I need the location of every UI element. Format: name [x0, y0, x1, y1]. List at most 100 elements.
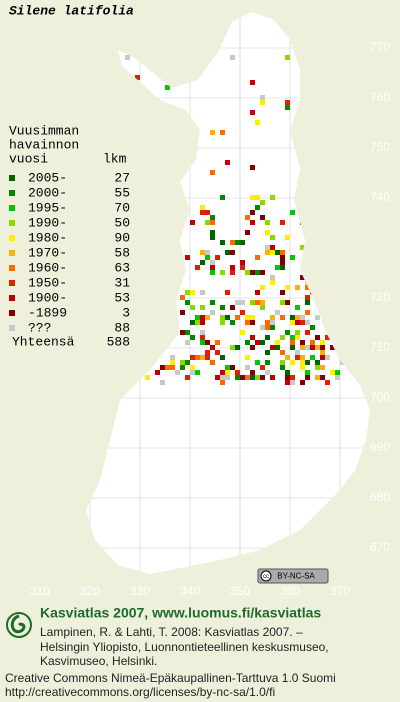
observation-dot: [250, 345, 255, 350]
observation-dot: [245, 355, 250, 360]
observation-dot: [260, 270, 265, 275]
observation-dot: [315, 335, 320, 340]
observation-dot: [225, 365, 230, 370]
observation-dot: [280, 220, 285, 225]
legend-count: 63: [114, 260, 130, 275]
observation-dot: [300, 360, 305, 365]
legend-label: ???: [28, 320, 51, 335]
observation-dot: [200, 305, 205, 310]
observation-dot: [260, 200, 265, 205]
observation-dot: [260, 215, 265, 220]
x-tick-label: 350: [230, 584, 250, 598]
observation-dot: [305, 310, 310, 315]
license-badge: cc BY-NC-SA: [257, 568, 329, 584]
observation-dot: [250, 335, 255, 340]
observation-dot: [260, 340, 265, 345]
y-tick-label: 740: [370, 190, 390, 204]
observation-dot: [320, 375, 325, 380]
observation-dot: [225, 250, 230, 255]
observation-dot: [325, 335, 330, 340]
observation-dot: [260, 300, 265, 305]
observation-dot: [315, 360, 320, 365]
observation-dot: [250, 375, 255, 380]
observation-dot: [270, 245, 275, 250]
observation-dot: [290, 210, 295, 215]
observation-dot: [260, 285, 265, 290]
legend-count: 27: [114, 170, 130, 185]
observation-dot: [170, 355, 175, 360]
legend-swatch: [9, 190, 15, 196]
observation-dot: [220, 270, 225, 275]
observation-dot: [175, 370, 180, 375]
observation-dot: [255, 340, 260, 345]
observation-dot: [315, 345, 320, 350]
y-tick-label: 690: [370, 440, 390, 454]
legend-swatch: [9, 235, 15, 241]
observation-dot: [310, 325, 315, 330]
y-tick-label: 700: [370, 390, 390, 404]
observation-dot: [200, 260, 205, 265]
observation-dot: [240, 300, 245, 305]
legend-count: 31: [114, 275, 130, 290]
observation-dot: [200, 320, 205, 325]
y-tick-label: 750: [370, 140, 390, 154]
observation-dot: [135, 75, 140, 80]
legend-label: 1990-: [28, 215, 67, 230]
legend-count: 88: [114, 320, 130, 335]
observation-dot: [220, 380, 225, 385]
x-tick-label: 340: [180, 584, 200, 598]
observation-dot: [250, 300, 255, 305]
observation-dot: [290, 255, 295, 260]
observation-dot: [195, 355, 200, 360]
observation-dot: [180, 360, 185, 365]
legend-swatch: [9, 175, 15, 181]
legend-label: 1960-: [28, 260, 67, 275]
observation-dot: [180, 295, 185, 300]
observation-dot: [250, 315, 255, 320]
observation-dot: [295, 335, 300, 340]
observation-dot: [330, 345, 335, 350]
observation-dot: [200, 205, 205, 210]
observation-dot: [205, 350, 210, 355]
observation-dot: [285, 370, 290, 375]
observation-dot: [200, 210, 205, 215]
observation-dot: [280, 290, 285, 295]
observation-dot: [185, 255, 190, 260]
observation-dot: [185, 300, 190, 305]
observation-dot: [265, 220, 270, 225]
observation-dot: [295, 315, 300, 320]
observation-dot: [270, 195, 275, 200]
observation-dot: [265, 335, 270, 340]
legend-swatch: [9, 220, 15, 226]
observation-dot: [220, 355, 225, 360]
observation-dot: [325, 380, 330, 385]
observation-dot: [180, 365, 185, 370]
observation-dot: [230, 265, 235, 270]
observation-dot: [305, 295, 310, 300]
observation-dot: [200, 250, 205, 255]
observation-dot: [290, 315, 295, 320]
observation-dot: [180, 330, 185, 335]
observation-dot: [325, 355, 330, 360]
observation-dot: [260, 95, 265, 100]
observation-dot: [235, 375, 240, 380]
y-tick-label: 670: [370, 540, 390, 554]
observation-dot: [245, 365, 250, 370]
observation-dot: [320, 365, 325, 370]
observation-dot: [240, 310, 245, 315]
observation-dot: [265, 245, 270, 250]
observation-dot: [190, 305, 195, 310]
observation-dot: [320, 350, 325, 355]
observation-dot: [255, 290, 260, 295]
observation-dot: [235, 240, 240, 245]
observation-dot: [190, 365, 195, 370]
observation-dot: [245, 320, 250, 325]
observation-dot: [280, 315, 285, 320]
observation-dot: [305, 375, 310, 380]
observation-dot: [300, 320, 305, 325]
observation-dot: [275, 340, 280, 345]
observation-dot: [230, 365, 235, 370]
legend-count: 70: [114, 200, 130, 215]
observation-dot: [275, 265, 280, 270]
